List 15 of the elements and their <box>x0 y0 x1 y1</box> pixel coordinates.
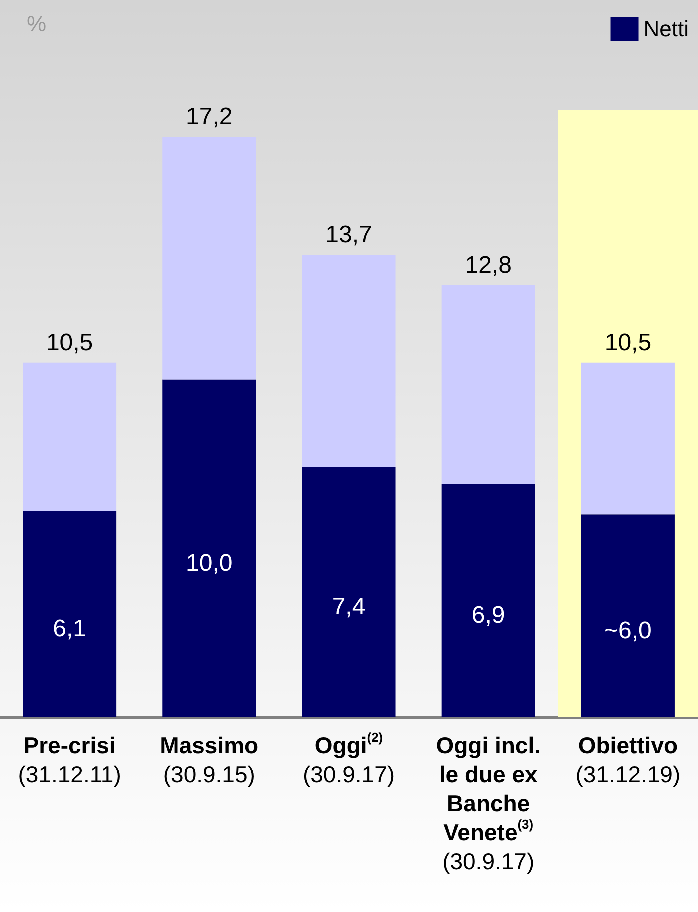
total-label: 13,7 <box>326 222 372 249</box>
data-label: 6,1 <box>53 616 86 643</box>
total-label: 12,8 <box>465 252 512 279</box>
x-tick-label: Pre-crisi (31.12.11) <box>18 732 122 788</box>
data-label: 7,4 <box>332 594 366 621</box>
x-tick-label: Massimo (30.9.15) <box>160 732 259 788</box>
total-label: 10,5 <box>46 329 94 356</box>
legend-label: Netti <box>644 16 690 42</box>
data-label: 6,9 <box>472 602 506 630</box>
data-label: 10,0 <box>186 550 233 577</box>
total-label: 10,5 <box>604 329 652 356</box>
total-label: 17,2 <box>186 103 233 130</box>
y-axis-title: % <box>27 12 47 36</box>
x-tick-label: Obiettivo (31.12.19) <box>576 732 681 788</box>
data-label: ~6,0 <box>604 617 652 644</box>
